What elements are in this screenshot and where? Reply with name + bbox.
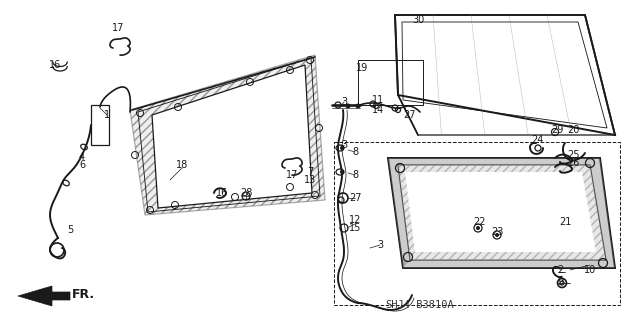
Text: 19: 19 [356, 63, 368, 73]
Text: 29: 29 [551, 125, 563, 135]
Polygon shape [398, 165, 606, 260]
Bar [358, 60, 423, 105]
Text: 2: 2 [557, 265, 563, 275]
Text: 20: 20 [567, 125, 579, 135]
Text: 9: 9 [557, 277, 563, 287]
Text: 22: 22 [474, 217, 486, 227]
Polygon shape [18, 286, 70, 306]
Bar [91, 105, 109, 145]
Text: 6: 6 [79, 160, 85, 170]
Text: 30: 30 [412, 15, 424, 25]
Polygon shape [405, 172, 596, 252]
Text: 23: 23 [491, 227, 503, 237]
Ellipse shape [336, 169, 344, 175]
Polygon shape [395, 15, 615, 135]
Text: 21: 21 [559, 217, 571, 227]
Circle shape [355, 103, 360, 108]
Text: 16: 16 [216, 188, 228, 198]
Text: 14: 14 [372, 105, 384, 115]
Text: 3: 3 [377, 240, 383, 250]
Text: 16: 16 [49, 60, 61, 70]
Text: 5: 5 [67, 225, 73, 235]
Text: 11: 11 [372, 95, 384, 105]
Text: 17: 17 [286, 170, 298, 180]
Text: 26: 26 [567, 158, 579, 168]
Text: 27: 27 [349, 193, 361, 203]
Circle shape [495, 233, 499, 237]
Circle shape [340, 146, 344, 150]
Text: 28: 28 [240, 188, 252, 198]
Polygon shape [403, 260, 615, 268]
Text: 8: 8 [352, 170, 358, 180]
Text: 10: 10 [584, 265, 596, 275]
Circle shape [476, 226, 480, 230]
Polygon shape [388, 158, 600, 165]
Polygon shape [388, 158, 410, 268]
Text: 3: 3 [341, 97, 347, 107]
Text: 13: 13 [304, 175, 316, 185]
Text: 27: 27 [404, 110, 416, 120]
Text: 17: 17 [112, 23, 124, 33]
Polygon shape [130, 55, 325, 215]
Text: FR.: FR. [72, 288, 95, 301]
Ellipse shape [63, 180, 69, 186]
Polygon shape [590, 158, 615, 268]
Ellipse shape [81, 144, 87, 150]
Text: 8: 8 [352, 147, 358, 157]
Ellipse shape [336, 145, 344, 151]
Text: 4: 4 [79, 152, 85, 162]
Text: 7: 7 [307, 167, 313, 177]
Circle shape [346, 103, 351, 108]
Text: 18: 18 [176, 160, 188, 170]
Text: 12: 12 [349, 215, 361, 225]
Text: 25: 25 [567, 150, 579, 160]
Text: 3: 3 [341, 140, 347, 150]
Text: 24: 24 [531, 135, 543, 145]
Polygon shape [398, 95, 615, 135]
Polygon shape [388, 158, 615, 268]
Polygon shape [152, 65, 312, 208]
Text: 1: 1 [104, 110, 110, 120]
Circle shape [340, 170, 344, 174]
Text: SHJ4-B3810A: SHJ4-B3810A [385, 300, 454, 310]
Text: 15: 15 [349, 223, 361, 233]
